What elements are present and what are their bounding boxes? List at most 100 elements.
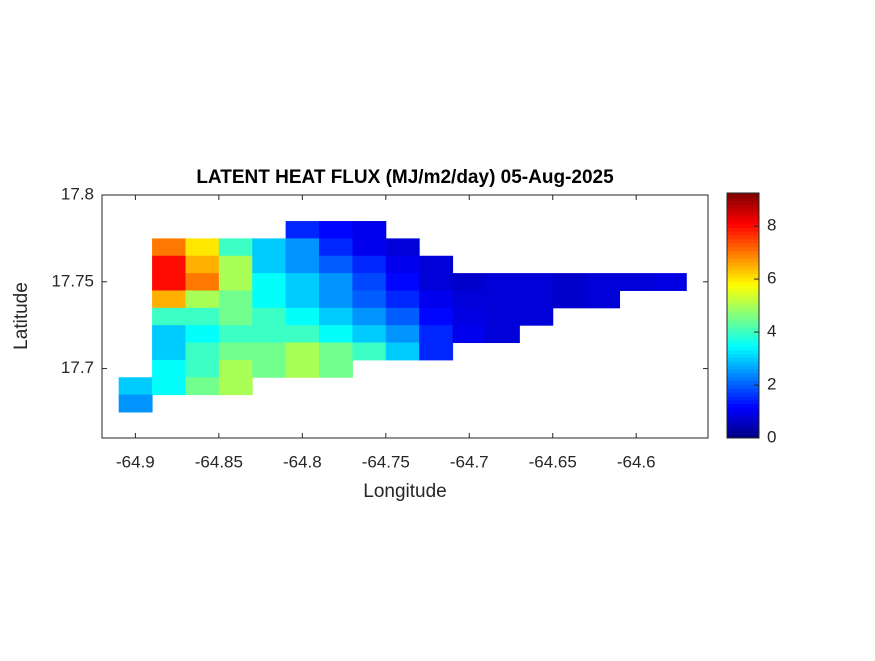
y-axis-label: Latitude (11, 282, 32, 350)
heat-cell (118, 377, 153, 396)
colorbar-tick-label: 2 (767, 375, 776, 394)
heat-cell (419, 273, 454, 291)
heat-cell (218, 307, 253, 326)
heat-cell (285, 290, 320, 309)
heat-cell (185, 377, 220, 396)
colorbar-segment (727, 418, 759, 424)
y-tick-label: 17.8 (61, 184, 94, 203)
x-tick-label: -64.9 (116, 452, 155, 471)
heat-cell (319, 221, 353, 239)
heat-cell (319, 238, 353, 257)
heat-cell (419, 325, 454, 344)
colorbar-segment (727, 223, 759, 228)
heat-cell (452, 325, 487, 344)
axes-box (101, 194, 709, 439)
colorbar-segment (727, 193, 759, 198)
heat-cell (452, 307, 487, 326)
heat-cell (252, 359, 287, 378)
heat-cell (285, 255, 320, 274)
heat-cell (218, 273, 253, 291)
colorbar-tick-label: 8 (767, 216, 776, 235)
heat-cell (352, 255, 387, 274)
colorbar-segment (727, 399, 759, 405)
colorbar-tick-label: 6 (767, 269, 776, 288)
colorbar-segment (727, 261, 759, 267)
colorbar-segment (727, 353, 759, 359)
colorbar-segment (727, 258, 759, 263)
colorbar-segment (727, 426, 759, 431)
colorbar-segment (727, 250, 759, 255)
colorbar-segment (727, 357, 759, 362)
colorbar-segment (727, 372, 759, 378)
colorbar-segment (727, 246, 759, 251)
x-tick-label: -64.75 (362, 452, 410, 471)
colorbar-frame (726, 192, 760, 439)
x-axis-label: Longitude (363, 481, 446, 502)
heat-cell (586, 273, 621, 291)
colorbar-segment (727, 361, 759, 366)
heat-cell (385, 325, 420, 344)
heat-cell (185, 255, 220, 274)
heat-cell (152, 359, 186, 378)
heat-cell (319, 359, 353, 378)
colorbar-segment (727, 334, 759, 339)
x-tick-label: -64.65 (529, 452, 577, 471)
colorbar-segment (727, 208, 759, 213)
colorbar-segment (727, 349, 759, 355)
x-tick-label: -64.85 (195, 452, 243, 471)
heat-cell (152, 273, 186, 291)
heat-cell (385, 342, 420, 361)
heat-cell (419, 342, 454, 361)
heat-cell (485, 273, 520, 291)
colorbar-segment (727, 227, 759, 232)
colorbar-segment (727, 319, 759, 324)
heat-cell (319, 307, 353, 326)
heat-cell (352, 273, 387, 291)
colorbar-segment (727, 342, 759, 347)
heat-cell (218, 238, 253, 257)
heat-cell (452, 290, 487, 309)
colorbar-segment (727, 434, 759, 439)
colorbar-segment (727, 238, 759, 244)
colorbar-segment (727, 196, 759, 202)
heat-cell (185, 325, 220, 344)
heat-cell (152, 255, 186, 274)
heat-cell (185, 359, 220, 378)
heat-cell (319, 342, 353, 361)
heat-cell (352, 221, 387, 239)
colorbar-segment (727, 212, 759, 217)
heat-cell (352, 307, 387, 326)
heat-cell (619, 273, 654, 291)
colorbar-segment (727, 231, 759, 236)
heat-cell (519, 273, 554, 291)
y-tick-label: 17.7 (61, 358, 94, 377)
heat-cell (152, 307, 186, 326)
heat-cell (252, 325, 287, 344)
colorbar-segment (727, 395, 759, 401)
colorbar-segment (727, 296, 759, 301)
heat-cell (185, 342, 220, 361)
heat-cell (319, 273, 353, 291)
heat-cell (218, 359, 253, 378)
heat-cell (419, 307, 454, 326)
heat-cell (319, 325, 353, 344)
colorbar-segment (727, 407, 759, 412)
heat-cell (185, 290, 220, 309)
heat-cell (218, 377, 253, 396)
colorbar-segment (727, 265, 759, 271)
colorbar-segment (727, 346, 759, 351)
colorbar-segment (727, 315, 759, 320)
colorbar-segment (727, 380, 759, 385)
x-tick-label: -64.8 (283, 452, 322, 471)
colorbar-tick-label: 0 (767, 427, 776, 446)
heat-cell (452, 273, 487, 291)
heat-cell (218, 342, 253, 361)
colorbar-segment (727, 300, 759, 305)
colorbar-segment (727, 273, 759, 278)
heat-cell (319, 290, 353, 309)
y-tick-label: 17.75 (51, 271, 94, 290)
heat-cell (485, 290, 520, 309)
colorbar-tick-label: 4 (767, 322, 776, 341)
colorbar-segment (727, 200, 759, 205)
heat-cell (152, 238, 186, 257)
